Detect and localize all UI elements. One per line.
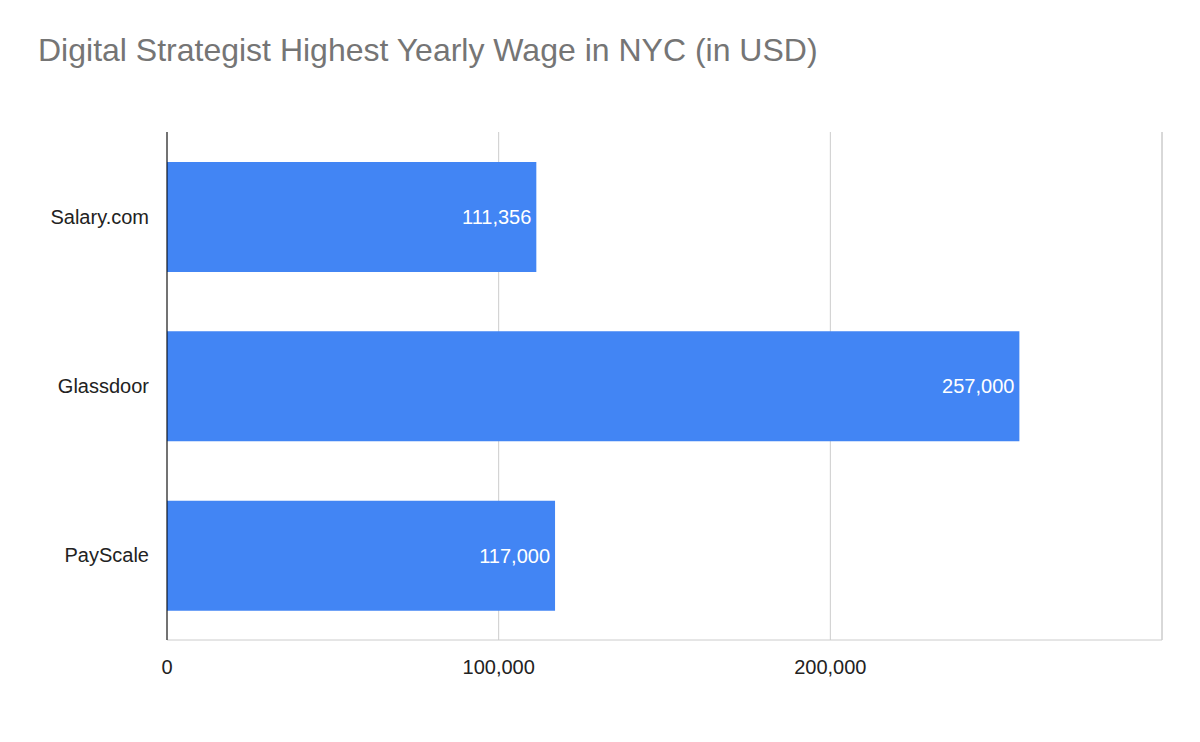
svg-text:200,000: 200,000 [794,656,866,678]
svg-text:111,356: 111,356 [462,206,531,228]
svg-text:100,000: 100,000 [463,656,535,678]
svg-text:117,000: 117,000 [479,545,550,567]
svg-text:Salary.com: Salary.com [50,206,149,228]
svg-text:Glassdoor: Glassdoor [58,375,149,397]
svg-text:PayScale: PayScale [65,544,150,566]
svg-text:257,000: 257,000 [942,375,1014,397]
html-text:Digital Strategist Highest Yea: Digital Strategist Highest Yearly Wage i… [38,32,818,68]
svg-text:0: 0 [161,656,172,678]
